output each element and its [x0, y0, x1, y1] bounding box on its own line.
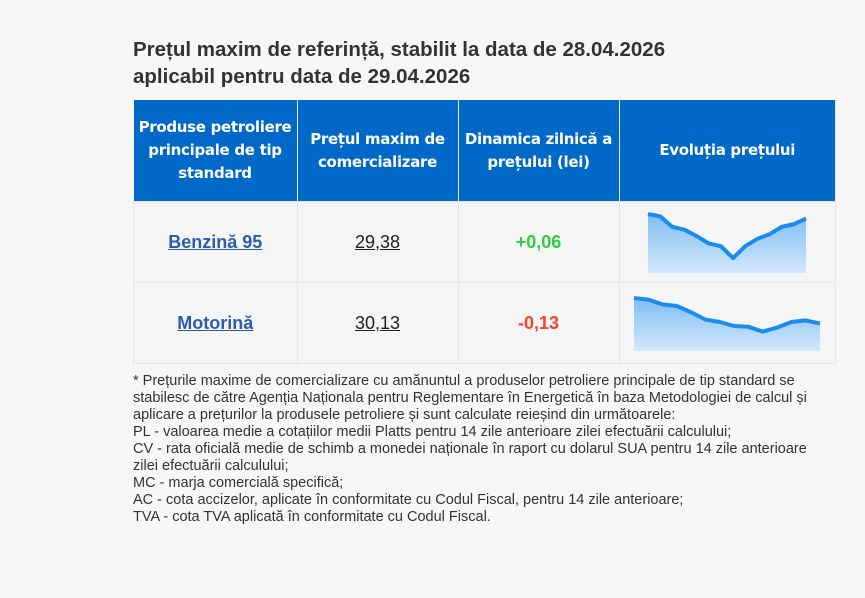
max-price: 29,38 [354, 231, 401, 252]
table-row: Benzină 95 29,38 +0,06 [133, 201, 836, 283]
sparkline-area [648, 214, 807, 273]
title-line-1: Prețul maxim de referință, stabilit la d… [133, 38, 666, 61]
daily-change: -0,13 [517, 312, 560, 333]
sparkline-line [647, 212, 808, 261]
table-header: Produse petroliere principale de tip sta… [133, 100, 836, 202]
footnote-intro: * Prețurile maxime de comercializare cu … [133, 373, 807, 423]
footnote-pl: PL - valoarea medie a cotațiilor medii P… [133, 424, 732, 440]
header-max-price: Prețul maxim de comercializare [297, 100, 459, 202]
header-daily-change: Dinamica zilnică a prețului (lei) [458, 100, 620, 202]
header-products: Produse petroliere principale de tip sta… [133, 100, 298, 202]
page-title: Prețul maxim de referință, stabilit la d… [133, 36, 833, 90]
footnote-ac: AC - cota accizelor, aplicate în conform… [133, 492, 684, 508]
header-price-evolution: Evoluția prețului [619, 100, 836, 202]
daily-change: +0,06 [515, 231, 562, 252]
max-price: 30,13 [354, 312, 401, 333]
product-link-benzina-95[interactable]: Benzină 95 [168, 231, 263, 252]
footnote-mc: MC - marja comercială specifică; [133, 475, 344, 491]
footnote-cv: CV - rata oficială medie de schimb a mon… [133, 441, 807, 474]
product-link-motorina[interactable]: Motorină [177, 312, 254, 333]
title-line-2: aplicabil pentru data de 29.04.2026 [133, 65, 471, 88]
prices-table: Produse petroliere principale de tip sta… [133, 100, 836, 364]
sparkline-line [634, 296, 821, 334]
table-row: Motorină 30,13 -0,13 [133, 282, 836, 364]
footnote: * Prețurile maxime de comercializare cu … [133, 373, 833, 526]
price-sparkline [634, 296, 821, 351]
price-sparkline [647, 212, 808, 273]
footnote-tva: TVA - cota TVA aplicată în conformitate … [133, 509, 491, 525]
